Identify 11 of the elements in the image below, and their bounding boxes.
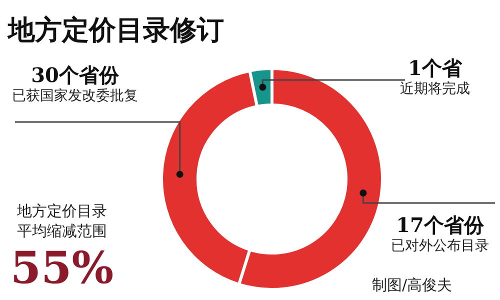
- chart-title: 地方定价目录修订: [8, 14, 224, 48]
- slice-label: 已对外公布目录: [391, 237, 489, 255]
- text: 地方定价目录: [17, 202, 107, 221]
- text: 30个省份: [31, 62, 119, 88]
- text: 55%: [10, 243, 114, 294]
- text: 平均缩减范围: [17, 222, 107, 241]
- data-label: 1个省: [408, 55, 462, 81]
- data-label: 17个省份: [396, 212, 484, 238]
- text: 制图/高俊夫: [372, 276, 452, 295]
- slice-label: 已获国家发改委批复: [12, 87, 138, 105]
- slice-label: 近期将完成: [400, 80, 470, 98]
